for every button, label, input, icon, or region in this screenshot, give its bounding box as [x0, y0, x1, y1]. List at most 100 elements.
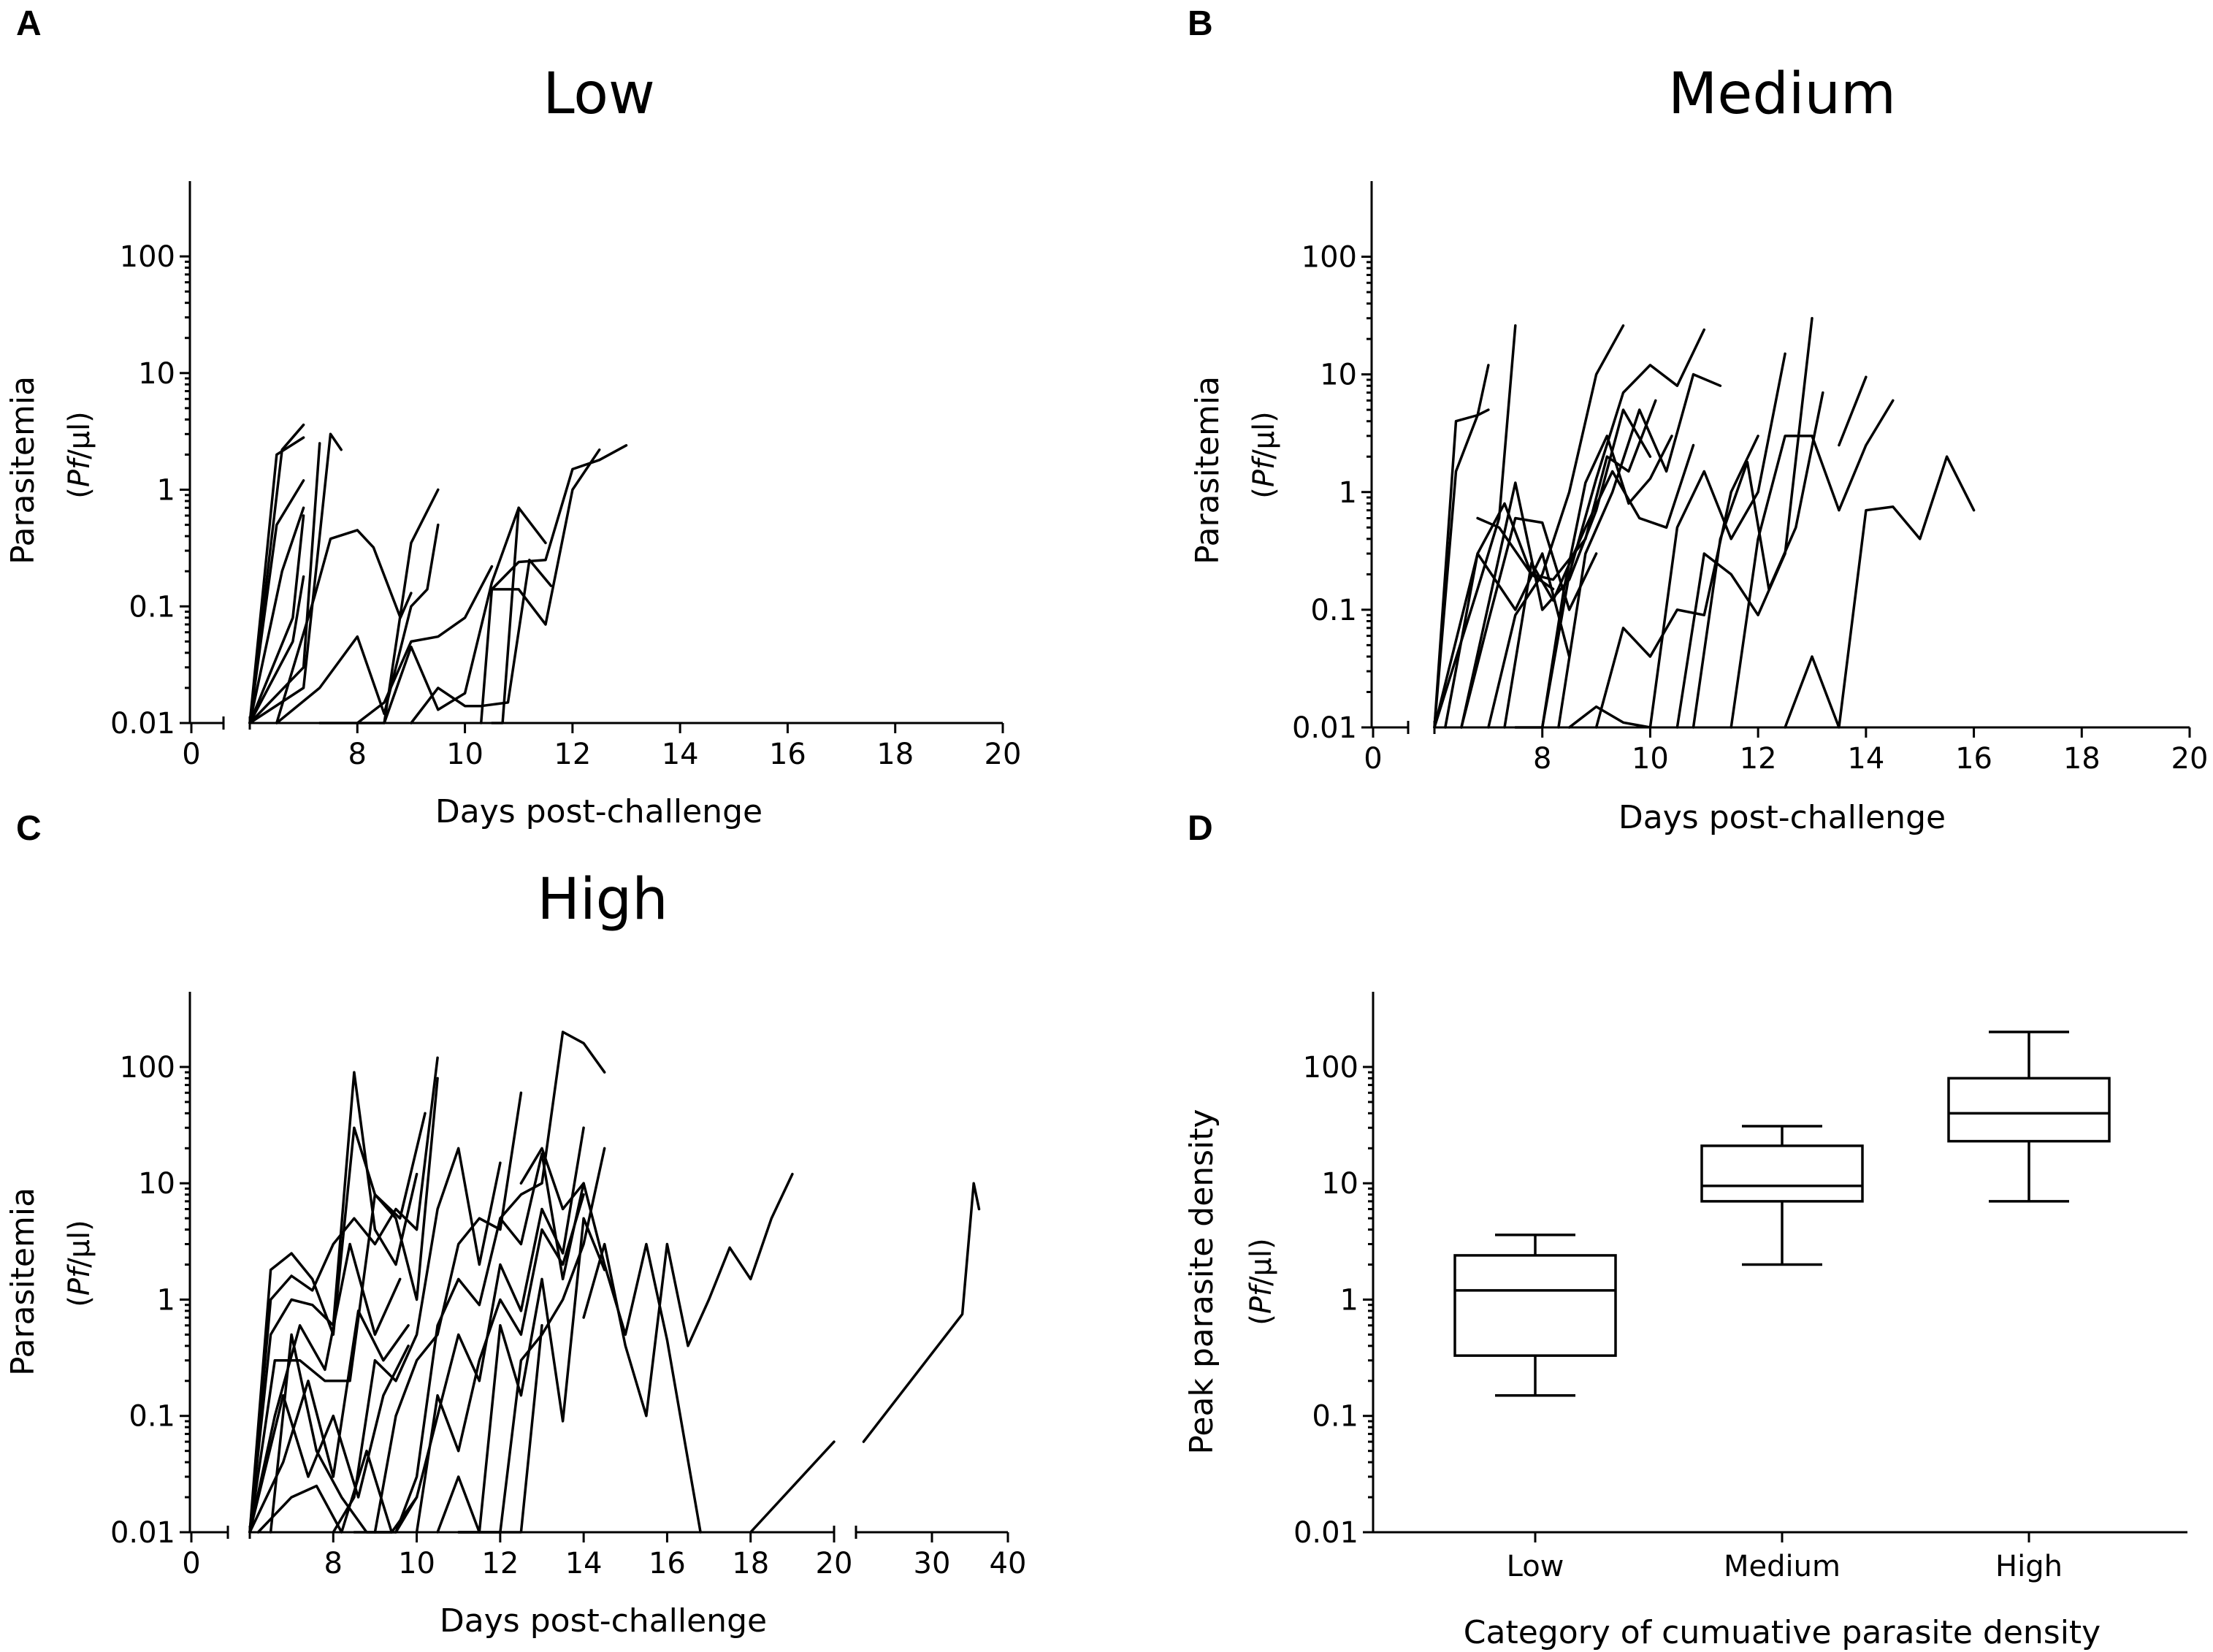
panel-c-plot: 0.01 0.1 1 10 100 0 8 10 12 14 16 18 20 30 40 — [110, 992, 1026, 1580]
panel-c-series-line — [436, 1217, 606, 1534]
panel-a-ylabel: Parasitemia — [4, 376, 42, 565]
panel-b-series-line — [1675, 317, 1813, 729]
panel-b-y-tick-label: 0.1 — [1310, 594, 1357, 627]
panel-c-x-tick-label: 18 — [732, 1547, 769, 1580]
panel-c-series-line — [248, 1309, 410, 1534]
panel-a-series-line — [248, 506, 305, 724]
panel-b-title: Medium — [1668, 61, 1896, 127]
panel-a-series-line — [383, 506, 520, 724]
panel-a-x-tick-label: 12 — [554, 738, 591, 771]
panel-c-series-line — [248, 1071, 418, 1534]
panel-b-x-tick-label: 10 — [1632, 742, 1669, 776]
panel-a-series-line — [248, 436, 305, 724]
panel-d-category-label: Low — [1507, 1550, 1564, 1583]
panel-b-series-line — [1444, 552, 1571, 729]
box-iqr — [1947, 1077, 2111, 1143]
box-iqr — [1453, 1254, 1617, 1357]
panel-c-x-tick-label: 16 — [649, 1547, 686, 1580]
panel-a-title: Low — [543, 61, 655, 127]
panel-a-series-line — [490, 444, 628, 591]
panel-b-x-tick-label: 14 — [1847, 742, 1884, 776]
panel-d-y-tick-label: 1 — [1340, 1283, 1358, 1317]
panel-c-y-tick-label: 10 — [138, 1167, 175, 1201]
panel-b-series-line — [1729, 399, 1895, 729]
panel-c-series-line — [582, 1172, 794, 1418]
panel-d-y-tick-label: 0.01 — [1293, 1516, 1358, 1550]
panel-b-series-line — [1594, 435, 1759, 729]
panel-b-y-tick-label: 0.01 — [1292, 711, 1357, 745]
panel-letter-d: D — [1188, 809, 1213, 848]
panel-a: A Low 0.01 0.1 1 10 100 0 8 10 12 14 16 18 20 Days p… — [4, 4, 1021, 830]
panel-c-y-tick-label: 100 — [120, 1051, 175, 1085]
panel-d-xlabel: Category of cumuative parasite density — [1464, 1614, 2101, 1651]
panel-c-ylabel: Parasitemia — [4, 1188, 42, 1376]
panel-c: C High 0.01 0.1 1 10 100 0 8 10 12 14 16 18 20 30 40 D… — [4, 809, 1026, 1640]
panel-d-category-label: Medium — [1724, 1550, 1841, 1583]
panel-c-series-line — [248, 1242, 402, 1534]
panel-a-y-tick-label: 0.01 — [110, 707, 175, 741]
panel-c-x-tick-label: 20 — [816, 1547, 853, 1580]
panel-c-y-tick-label: 0.1 — [129, 1400, 175, 1434]
panel-a-series-line — [248, 442, 321, 724]
panel-c-x-tick-label: 10 — [398, 1547, 435, 1580]
panel-a-series-line — [275, 523, 440, 724]
panel-c-x-tick-label: 14 — [565, 1547, 603, 1580]
panel-c-series-line — [415, 1193, 585, 1534]
panel-c-series-line — [519, 1147, 702, 1534]
panel-a-series-line — [248, 423, 305, 724]
panel-a-series-line — [275, 529, 413, 724]
panel-d-plot: 0.01 0.1 1 10 100 Low Medium High — [1293, 992, 2187, 1583]
panel-c-x-tick-label: 12 — [481, 1547, 519, 1580]
panel-b-series-line — [1838, 375, 1868, 447]
panel-a-x-tick-label: 14 — [662, 738, 699, 771]
panel-c-series-line — [248, 1112, 427, 1534]
panel-c-series-line — [373, 1152, 585, 1534]
panel-a-y-tick-label: 0.1 — [129, 590, 175, 624]
panel-a-series-line — [490, 506, 547, 724]
panel-letter-c: C — [16, 809, 42, 848]
panel-d-yunit: (Pf/μl) — [1245, 1238, 1278, 1325]
panel-b-series-line — [1540, 435, 1673, 729]
panel-b-x-tick-label: 18 — [2063, 742, 2101, 776]
panel-b-series-line — [1567, 705, 1652, 729]
panel-c-series-line — [456, 1324, 543, 1534]
panel-b-series-line — [1487, 324, 1625, 729]
panel-b-series-line — [1433, 408, 1490, 729]
panel-a-series-line — [479, 448, 601, 724]
panel-c-title: High — [537, 867, 668, 933]
panel-b-x-tick-label: 20 — [2171, 742, 2209, 776]
panel-c-y-tick-label: 0.01 — [110, 1516, 175, 1550]
panel-c-x-tick-label: 0 — [182, 1547, 200, 1580]
panel-a-series-line — [248, 514, 305, 724]
panel-d-y-tick-label: 100 — [1303, 1051, 1358, 1085]
panel-b-x-tick-label: 0 — [1364, 742, 1382, 776]
panel-b-series-line — [1460, 516, 1598, 729]
panel-a-x-tick-label: 10 — [446, 738, 484, 771]
panel-a-x-tick-label: 18 — [876, 738, 914, 771]
panel-a-series-line — [248, 432, 343, 724]
panel-b-y-tick-label: 1 — [1339, 476, 1357, 510]
panel-b-series-line — [1557, 372, 1722, 729]
panel-a-x-tick-label: 16 — [769, 738, 806, 771]
panel-b-series-line — [1476, 399, 1657, 581]
panel-a-x-tick-label: 8 — [348, 738, 367, 771]
panel-b-series-line — [1692, 391, 1824, 729]
panel-a-x-tick-label: 20 — [985, 738, 1022, 771]
panel-b-series-line — [1433, 364, 1490, 729]
panel-b-x-tick-label: 16 — [1955, 742, 1992, 776]
panel-c-series-line — [499, 1030, 606, 1220]
panel-b-y-tick-label: 100 — [1302, 241, 1357, 275]
panel-c-series-line — [862, 1182, 981, 1443]
panel-c-series-line — [248, 1345, 410, 1534]
panel-b: B Medium 0.01 0.1 1 10 100 0 8 10 12 14 16 18 20 Day… — [1188, 4, 2208, 836]
panel-a-series-line — [248, 479, 305, 724]
panel-b-ylabel: Parasitemia — [1189, 376, 1226, 565]
panel-a-yunit: (Pf/μl) — [63, 411, 96, 498]
panel-a-y-tick-label: 1 — [157, 474, 175, 508]
panel-d-category-label: High — [1995, 1550, 2063, 1583]
panel-a-y-tick-label: 100 — [120, 240, 175, 274]
panel-c-xlabel: Days post-challenge — [440, 1602, 767, 1640]
panel-b-series-line — [1433, 324, 1517, 729]
panel-a-xlabel: Days post-challenge — [435, 793, 762, 830]
